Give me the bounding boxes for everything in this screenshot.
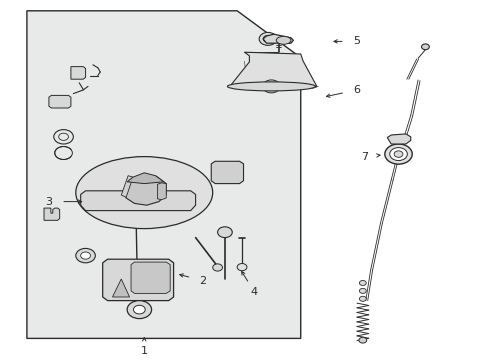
Circle shape [81, 252, 90, 259]
Polygon shape [49, 95, 71, 108]
Circle shape [54, 130, 73, 144]
Circle shape [237, 264, 246, 271]
Polygon shape [386, 134, 410, 144]
Circle shape [217, 227, 232, 238]
Circle shape [262, 80, 280, 93]
Circle shape [263, 35, 272, 42]
Text: 1: 1 [141, 346, 147, 356]
Text: 3: 3 [45, 197, 52, 207]
Polygon shape [229, 52, 316, 86]
Circle shape [127, 301, 151, 319]
Circle shape [76, 248, 95, 263]
Circle shape [133, 305, 145, 314]
Circle shape [421, 44, 428, 50]
Polygon shape [44, 208, 60, 220]
Polygon shape [102, 259, 173, 301]
Text: 5: 5 [353, 36, 360, 46]
Text: 6: 6 [353, 85, 360, 95]
Text: 7: 7 [360, 152, 367, 162]
Polygon shape [127, 173, 163, 184]
Circle shape [358, 337, 366, 343]
Circle shape [384, 144, 411, 164]
Polygon shape [157, 183, 166, 200]
Ellipse shape [227, 82, 315, 91]
Circle shape [359, 296, 366, 301]
Polygon shape [112, 279, 129, 297]
Circle shape [389, 148, 407, 161]
Polygon shape [263, 34, 293, 43]
Circle shape [266, 83, 275, 90]
Polygon shape [81, 191, 195, 211]
Polygon shape [124, 175, 166, 205]
Circle shape [359, 280, 366, 285]
Ellipse shape [276, 36, 290, 44]
Circle shape [259, 32, 276, 45]
Circle shape [59, 133, 68, 140]
Text: 4: 4 [250, 287, 257, 297]
Polygon shape [27, 11, 300, 338]
Circle shape [393, 151, 402, 157]
Circle shape [212, 264, 222, 271]
Circle shape [359, 288, 366, 293]
Text: 2: 2 [199, 276, 206, 286]
Polygon shape [71, 67, 85, 79]
Polygon shape [121, 176, 133, 197]
Polygon shape [211, 161, 243, 184]
Ellipse shape [76, 157, 212, 229]
Polygon shape [131, 262, 170, 293]
